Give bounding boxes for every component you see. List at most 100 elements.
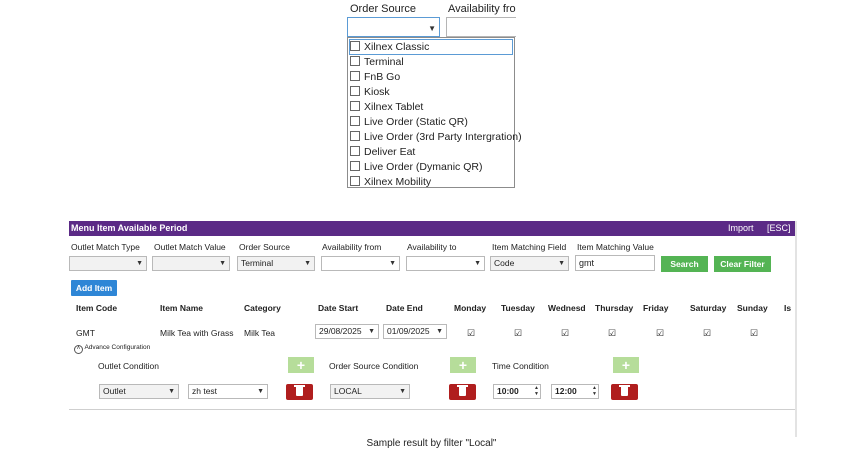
checkbox-icon[interactable]	[350, 56, 360, 66]
advance-configuration-label: Advance Configuration	[84, 344, 151, 351]
col-tuesday: Tuesday	[501, 303, 535, 313]
chevron-up-icon: ˄	[74, 345, 83, 354]
availability-to-filter-label: Availability to	[407, 242, 457, 252]
order-source-filter-value: Terminal	[241, 258, 274, 268]
option-xilnex-classic[interactable]: Xilnex Classic	[349, 39, 513, 55]
checkbox-icon[interactable]	[350, 71, 360, 81]
spinner-icon[interactable]: ▲ ▼	[534, 385, 539, 397]
option-xilnex-tablet[interactable]: Xilnex Tablet	[350, 100, 423, 114]
outlet-match-value-select[interactable]: ▼	[152, 256, 230, 271]
col-is: Is	[784, 303, 792, 313]
outlet-value: zh test	[192, 386, 218, 396]
outlet-type-value: Outlet	[103, 386, 126, 396]
time-from-input[interactable]: 10:00 ▲ ▼	[493, 384, 541, 399]
chevron-down-icon: ▼	[436, 328, 443, 335]
item-code-cell: GMT	[76, 328, 95, 338]
chevron-down-icon: ▼	[219, 260, 226, 267]
saturday-checkbox[interactable]: ☑	[703, 328, 712, 338]
option-terminal[interactable]: Terminal	[350, 55, 404, 69]
date-start-input[interactable]: 29/08/2025 ▼	[315, 324, 379, 339]
col-item-code: Item Code	[76, 303, 118, 313]
item-matching-field-select[interactable]: Code ▼	[490, 256, 569, 271]
outlet-value-select[interactable]: zh test ▼	[188, 384, 268, 399]
outlet-match-type-label: Outlet Match Type	[71, 242, 140, 252]
delete-outlet-condition-button[interactable]	[286, 384, 313, 400]
chevron-down-icon: ▼	[399, 388, 406, 395]
option-xilnex-mobility[interactable]: Xilnex Mobility	[350, 175, 431, 189]
add-outlet-condition-button[interactable]: +	[288, 357, 314, 373]
checkbox-icon[interactable]	[350, 131, 360, 141]
search-button[interactable]: Search	[661, 256, 708, 272]
tuesday-checkbox[interactable]: ☑	[514, 328, 523, 338]
panel-scrollbar[interactable]	[795, 221, 797, 437]
item-matching-value-label: Item Matching Value	[577, 242, 654, 252]
checkbox-icon[interactable]	[350, 146, 360, 156]
import-link[interactable]: Import	[728, 223, 754, 233]
checkbox-icon[interactable]	[350, 86, 360, 96]
order-source-label: Order Source	[350, 3, 417, 15]
item-matching-field-label: Item Matching Field	[492, 242, 567, 252]
item-matching-value-input[interactable]: gmt	[575, 255, 655, 271]
order-source-select[interactable]: ▼	[347, 17, 440, 37]
outlet-condition-label: Outlet Condition	[98, 361, 159, 371]
option-kiosk[interactable]: Kiosk	[350, 85, 390, 99]
caption: Sample result by filter "Local"	[366, 438, 497, 449]
order-source-condition-label: Order Source Condition	[329, 361, 419, 371]
availability-to-filter-select[interactable]: ▼	[406, 256, 485, 271]
clear-filter-button[interactable]: Clear Filter	[714, 256, 771, 272]
col-monday: Monday	[454, 303, 487, 313]
chevron-down-icon: ▼	[389, 260, 396, 267]
delete-time-condition-button[interactable]	[611, 384, 638, 400]
order-source-filter-select[interactable]: Terminal ▼	[237, 256, 315, 271]
checkbox-icon[interactable]	[350, 176, 360, 186]
option-label: Terminal	[364, 56, 404, 68]
esc-link[interactable]: [ESC]	[767, 223, 791, 233]
checkbox-icon[interactable]	[350, 101, 360, 111]
sunday-checkbox[interactable]: ☑	[750, 328, 759, 338]
chevron-down-icon: ▼	[304, 260, 311, 267]
add-time-condition-button[interactable]: +	[613, 357, 639, 373]
col-saturday: Saturday	[690, 303, 727, 313]
option-live-order-3rd-party[interactable]: Live Order (3rd Party Intergration)	[350, 130, 522, 144]
option-fnb-go[interactable]: FnB Go	[350, 70, 400, 84]
order-source-dropdown-list: Xilnex Classic Terminal FnB Go Kiosk Xil…	[347, 37, 522, 189]
time-to-input[interactable]: 12:00 ▲ ▼	[551, 384, 599, 399]
outlet-match-type-select[interactable]: ▼	[69, 256, 147, 271]
option-label: Live Order (Static QR)	[364, 116, 468, 128]
checkbox-icon[interactable]	[350, 161, 360, 171]
panel-title: Menu Item Available Period	[71, 223, 188, 233]
availability-from-select[interactable]	[446, 17, 516, 37]
friday-checkbox[interactable]: ☑	[656, 328, 665, 338]
add-order-source-condition-button[interactable]: +	[450, 357, 476, 373]
delete-order-source-condition-button[interactable]	[449, 384, 476, 400]
chevron-down-icon: ▼	[474, 260, 481, 267]
chevron-down-icon: ▼	[257, 388, 264, 395]
wednesday-checkbox[interactable]: ☑	[561, 328, 570, 338]
add-item-button[interactable]: Add Item	[71, 280, 117, 296]
option-label: Live Order (3rd Party Intergration)	[364, 131, 522, 143]
option-label: Kiosk	[364, 86, 390, 98]
option-live-order-static-qr[interactable]: Live Order (Static QR)	[350, 115, 468, 129]
option-live-order-dynamic-qr[interactable]: Live Order (Dymanic QR)	[350, 160, 482, 174]
availability-from-label: Availability from	[448, 3, 516, 15]
thursday-checkbox[interactable]: ☑	[608, 328, 617, 338]
checkbox-icon[interactable]	[350, 41, 360, 51]
outlet-type-select[interactable]: Outlet ▼	[99, 384, 179, 399]
spinner-icon[interactable]: ▲ ▼	[592, 385, 597, 397]
availability-from-filter-label: Availability from	[322, 242, 382, 252]
option-deliver-eat[interactable]: Deliver Eat	[350, 145, 415, 159]
trash-icon	[457, 385, 468, 396]
menu-item-available-period-panel: Menu Item Available Period Import [ESC] …	[69, 221, 795, 410]
advance-configuration-toggle[interactable]: ˄ Advance Configuration	[74, 344, 150, 354]
panel-header: Menu Item Available Period Import [ESC]	[69, 221, 795, 236]
order-source-filter-label: Order Source	[239, 242, 291, 252]
category-cell: Milk Tea	[244, 328, 276, 338]
availability-from-filter-select[interactable]: ▼	[321, 256, 400, 271]
monday-checkbox[interactable]: ☑	[467, 328, 476, 338]
order-source-condition-select[interactable]: LOCAL ▼	[330, 384, 410, 399]
chevron-down-icon: ▼	[368, 328, 375, 335]
checkbox-icon[interactable]	[350, 116, 360, 126]
col-category: Category	[244, 303, 281, 313]
time-from-value: 10:00	[497, 386, 519, 396]
date-end-input[interactable]: 01/09/2025 ▼	[383, 324, 447, 339]
